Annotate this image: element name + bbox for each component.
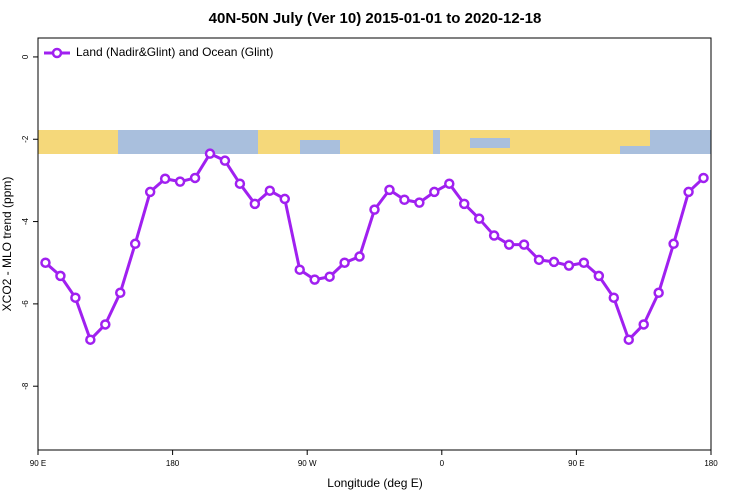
point <box>488 230 500 241</box>
point <box>653 287 664 299</box>
x-tick-label: 180 <box>704 459 718 468</box>
point <box>563 260 575 271</box>
point <box>384 184 395 196</box>
x-tick-label: 90 E <box>568 459 584 468</box>
map-strip <box>38 130 711 154</box>
y-axis-label: XCO2 - MLO trend (ppm) <box>0 177 14 312</box>
point <box>115 287 126 299</box>
point <box>369 204 380 215</box>
y-tick-label: 0 <box>21 54 30 59</box>
x-tick-label: 0 <box>440 459 445 468</box>
point <box>129 238 141 250</box>
point <box>444 178 455 189</box>
point <box>264 185 276 196</box>
y-tick-label: -2 <box>21 135 30 143</box>
point <box>399 194 410 206</box>
point <box>698 172 709 184</box>
point <box>339 257 350 268</box>
y-tick-label: -6 <box>21 300 30 308</box>
point <box>578 257 590 268</box>
point <box>548 256 560 268</box>
legend-label: Land (Nadir&Glint) and Ocean (Glint) <box>76 45 273 59</box>
chart-title: 40N-50N July (Ver 10) 2015-01-01 to 2020… <box>209 10 542 27</box>
point <box>249 198 261 210</box>
point <box>503 239 515 250</box>
point <box>458 198 470 210</box>
point <box>668 238 679 250</box>
point <box>429 186 440 198</box>
x-tick-label: 180 <box>166 459 180 468</box>
point <box>309 274 320 285</box>
point <box>294 264 305 275</box>
point <box>324 271 335 282</box>
series-line <box>44 152 705 342</box>
point <box>234 178 246 189</box>
point <box>204 148 216 159</box>
point <box>85 334 96 345</box>
point <box>638 319 649 330</box>
plot-frame <box>37 37 712 451</box>
x-axis-label: Longitude (deg E) <box>327 476 422 490</box>
point <box>593 270 605 282</box>
point <box>354 251 365 262</box>
y-tick-label: -8 <box>21 382 30 390</box>
x-tick-label: 90 E <box>30 459 46 468</box>
x-tick-label: 90 W <box>298 459 317 468</box>
point <box>623 334 634 345</box>
point <box>189 172 201 184</box>
point <box>219 155 231 166</box>
point <box>159 173 171 185</box>
point <box>608 292 620 303</box>
y-tick-label: -4 <box>21 217 30 225</box>
point <box>414 197 425 208</box>
point <box>55 270 66 282</box>
point <box>174 176 186 187</box>
legend-marker <box>51 47 63 59</box>
point <box>279 193 291 205</box>
point <box>473 213 485 224</box>
point <box>40 257 51 268</box>
point <box>518 239 530 250</box>
point <box>100 319 111 330</box>
point <box>683 186 694 198</box>
point <box>144 186 156 198</box>
point <box>533 254 545 266</box>
point <box>70 292 81 303</box>
